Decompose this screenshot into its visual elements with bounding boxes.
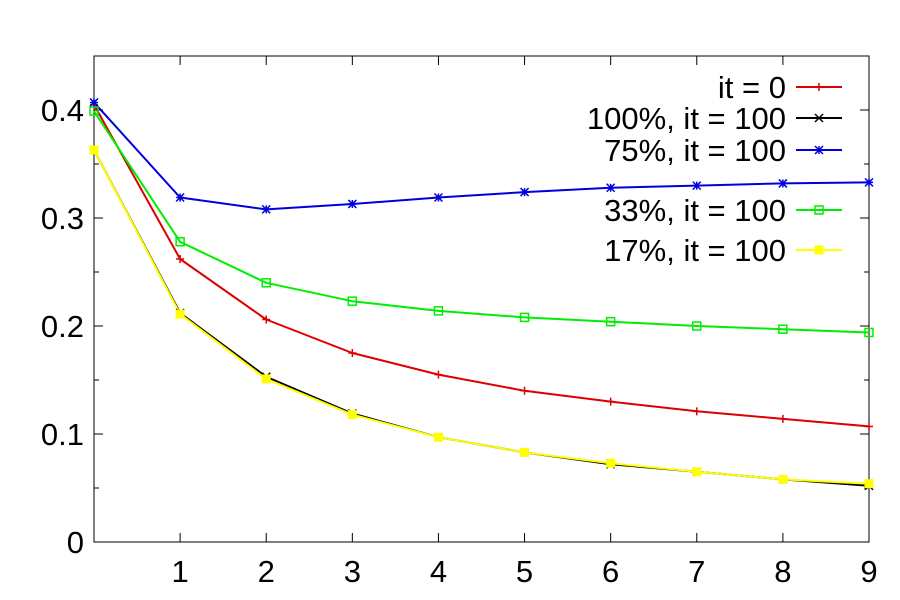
series-line-4 <box>93 149 870 485</box>
series-2-point <box>692 181 702 191</box>
y-tick-label: 0.2 <box>41 309 84 344</box>
series-3-point <box>519 312 530 323</box>
series-0-point <box>778 414 787 423</box>
series-3-point <box>89 106 99 116</box>
series-markers <box>89 97 874 491</box>
x-tick-label: 8 <box>774 554 791 589</box>
series-3-point <box>864 327 874 338</box>
series-2-point <box>175 192 185 203</box>
series-3-point <box>605 316 616 327</box>
series-line-0 <box>93 104 870 428</box>
series-4-point <box>520 447 530 457</box>
series-lines <box>93 101 870 487</box>
x-axis-ticks: 1 2 3 4 5 6 7 8 9 <box>171 56 878 589</box>
series-2-point <box>347 199 357 209</box>
series-4-point <box>347 410 357 420</box>
series-2-point <box>520 187 530 197</box>
x-tick-label: 9 <box>860 554 877 589</box>
series-3-point <box>261 278 271 288</box>
legend-label-4: 17%, it = 100 <box>604 233 786 268</box>
series-4-point <box>175 309 185 319</box>
legend-label-2: 75%, it = 100 <box>604 133 786 168</box>
y-tick-label: 0.4 <box>41 93 84 128</box>
series-4-point <box>692 467 702 477</box>
legend-marker-1 <box>814 113 824 123</box>
series-2-point <box>864 177 874 187</box>
series-2-point <box>89 97 99 107</box>
series-2-point <box>261 204 271 214</box>
series-0-point <box>865 422 873 431</box>
legend-marker-3 <box>814 205 824 215</box>
x-tick-label: 1 <box>171 554 188 589</box>
x-tick-label: 3 <box>344 554 361 589</box>
legend-label-0: it = 0 <box>718 70 786 105</box>
y-tick-label: 0.3 <box>41 201 84 236</box>
x-tick-label: 4 <box>430 554 447 589</box>
x-tick-label: 7 <box>688 554 705 589</box>
series-0-point <box>606 397 615 406</box>
series-3-point <box>692 321 702 331</box>
series-line-3 <box>93 110 870 334</box>
series-2-point <box>778 178 788 188</box>
series-3-point <box>778 324 788 334</box>
series-0-point <box>262 315 271 324</box>
series-4-point <box>261 374 271 384</box>
series-0-point <box>692 407 701 416</box>
series-3-point <box>347 296 358 306</box>
legend-marker-4 <box>814 245 824 255</box>
y-tick-label: 0.1 <box>41 417 84 452</box>
plot-area-frame <box>93 55 870 543</box>
x-tick-label: 5 <box>516 554 533 589</box>
series-0-point <box>176 255 185 264</box>
series-0-point <box>520 386 529 395</box>
x-tick-label: 2 <box>258 554 275 589</box>
series-2-point <box>606 183 616 193</box>
y-tick-label: 0 <box>67 525 84 560</box>
series-2-point <box>433 192 443 203</box>
legend-marker-2 <box>814 145 824 155</box>
series-0-point <box>348 349 357 357</box>
series-4-point <box>89 145 99 155</box>
y-axis-ticks: 0 0.1 0.2 0.3 0.4 <box>41 93 869 560</box>
x-tick-label: 6 <box>602 554 619 589</box>
series-line-2 <box>93 101 870 211</box>
series-4-point <box>433 432 443 442</box>
legend-label-3: 33%, it = 100 <box>604 193 786 228</box>
series-4-point <box>778 474 788 484</box>
series-0-point <box>434 370 443 379</box>
legend-marker-0 <box>815 83 823 91</box>
series-3-point <box>433 306 444 316</box>
series-3-point <box>175 237 185 247</box>
legend-label-1: 100%, it = 100 <box>587 101 786 136</box>
series-4-point <box>606 458 616 468</box>
series-4-point <box>864 479 874 489</box>
